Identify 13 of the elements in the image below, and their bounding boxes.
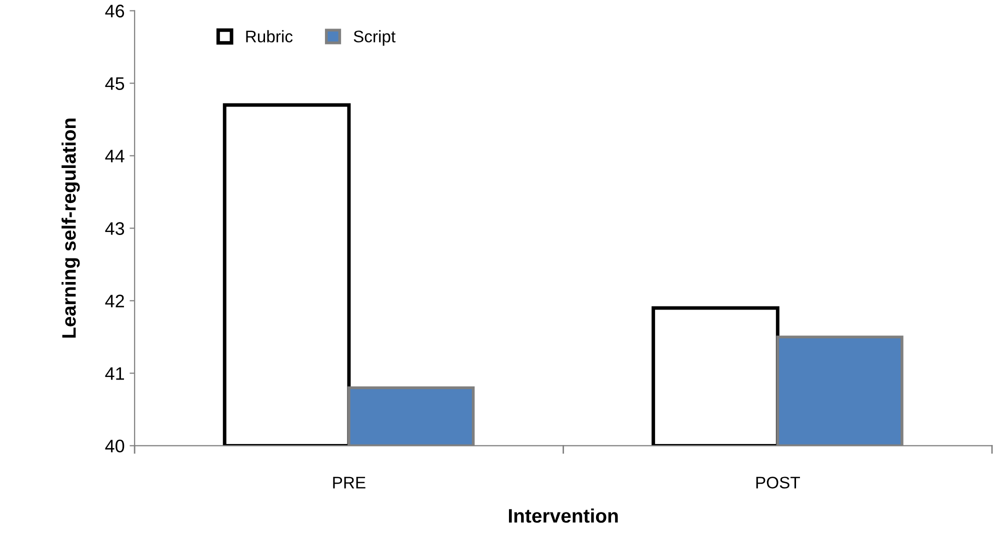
y-tick-label: 42 xyxy=(105,294,124,308)
y-tick-label: 41 xyxy=(105,367,124,380)
x-tick-label: POST xyxy=(756,476,800,489)
y-axis-title: Learning self-regulation xyxy=(62,118,80,338)
y-tick-label: 43 xyxy=(105,222,124,235)
y-tick-label: 44 xyxy=(105,150,124,162)
x-tick-label: PRE xyxy=(333,476,366,488)
x-axis-title: Intervention xyxy=(508,508,618,523)
legend-label: Rubric xyxy=(246,30,293,42)
legend-label: Script xyxy=(354,30,396,46)
y-tick-label: 46 xyxy=(105,4,124,18)
y-tick-label: 40 xyxy=(105,440,124,452)
y-tick-label: 45 xyxy=(105,77,124,90)
